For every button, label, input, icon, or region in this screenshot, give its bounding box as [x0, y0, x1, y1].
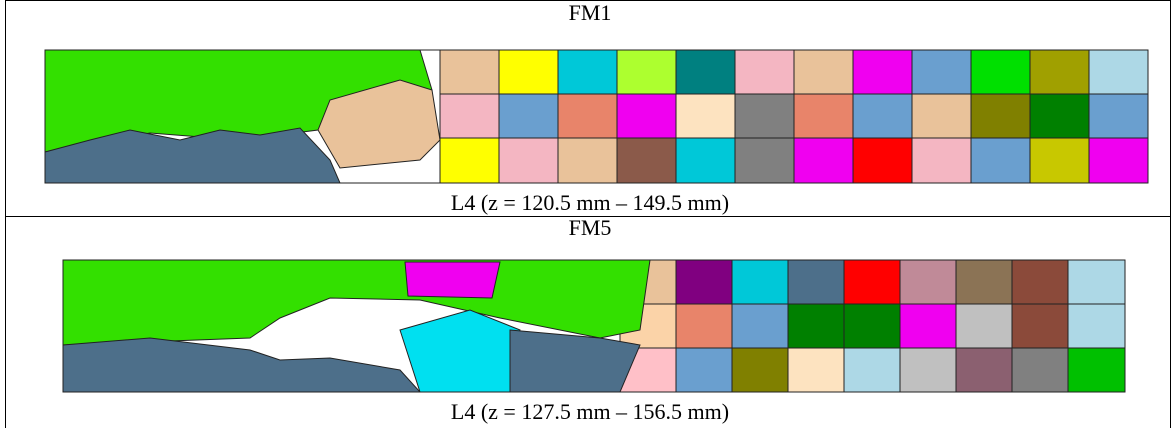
- grain: [439, 49, 500, 95]
- grain: [1029, 49, 1090, 95]
- grain: [1011, 259, 1069, 305]
- grain: [675, 49, 736, 95]
- grain: [1067, 303, 1126, 349]
- grain: [899, 303, 957, 349]
- grain: [498, 137, 559, 184]
- grain: [1088, 93, 1149, 139]
- grain: [911, 137, 972, 184]
- grain: [616, 137, 677, 184]
- grain: [557, 49, 618, 95]
- grain-map: [44, 49, 1149, 184]
- grain: [1029, 93, 1090, 139]
- panel-title: FM1: [569, 0, 612, 25]
- grain: [439, 137, 500, 184]
- grain: [843, 347, 901, 393]
- grain: [1088, 137, 1149, 184]
- panel-caption: L4 (z = 127.5 mm – 156.5 mm): [451, 399, 729, 424]
- grain: [970, 93, 1031, 139]
- grain: [793, 93, 854, 139]
- grain: [734, 93, 795, 139]
- grain: [675, 93, 736, 139]
- grain: [734, 49, 795, 95]
- grain: [852, 93, 913, 139]
- grain: [557, 137, 618, 184]
- grain: [439, 93, 500, 139]
- grain: [1067, 347, 1126, 393]
- grain: [675, 303, 733, 349]
- grain: [1029, 137, 1090, 184]
- grain: [1011, 347, 1069, 393]
- grain: [843, 259, 901, 305]
- grain: [731, 347, 789, 393]
- grain: [793, 49, 854, 95]
- grain: [1088, 49, 1149, 95]
- grain: [970, 137, 1031, 184]
- grain: [557, 93, 618, 139]
- grain: [1067, 259, 1126, 305]
- grain: [852, 137, 913, 184]
- grain: [955, 303, 1013, 349]
- grain: [852, 49, 913, 95]
- grain: [955, 347, 1013, 393]
- grain: [616, 49, 677, 95]
- grain: [911, 93, 972, 139]
- grain: [498, 49, 559, 95]
- grain: [675, 259, 733, 305]
- grain: [911, 49, 972, 95]
- grain: [787, 259, 845, 305]
- grain: [404, 261, 501, 299]
- grain: [731, 303, 789, 349]
- grain: [616, 93, 677, 139]
- grain: [970, 49, 1031, 95]
- grain: [787, 347, 845, 393]
- grain: [44, 127, 341, 184]
- grain: [787, 303, 845, 349]
- grain: [734, 137, 795, 184]
- grain: [509, 329, 641, 393]
- grain-map: [62, 259, 1126, 393]
- grain: [1011, 303, 1069, 349]
- panel-caption: L4 (z = 120.5 mm – 149.5 mm): [451, 190, 729, 215]
- grain: [62, 259, 651, 346]
- grain: [675, 137, 736, 184]
- grain: [675, 347, 733, 393]
- grain: [498, 93, 559, 139]
- grain: [843, 303, 901, 349]
- grain: [899, 259, 957, 305]
- table-border: [5, 0, 1171, 433]
- grain: [731, 259, 789, 305]
- grain: [62, 337, 422, 393]
- grain: [955, 259, 1013, 305]
- grain: [317, 79, 441, 169]
- grain: [793, 137, 854, 184]
- panel-title: FM5: [569, 215, 612, 240]
- grain: [899, 347, 957, 393]
